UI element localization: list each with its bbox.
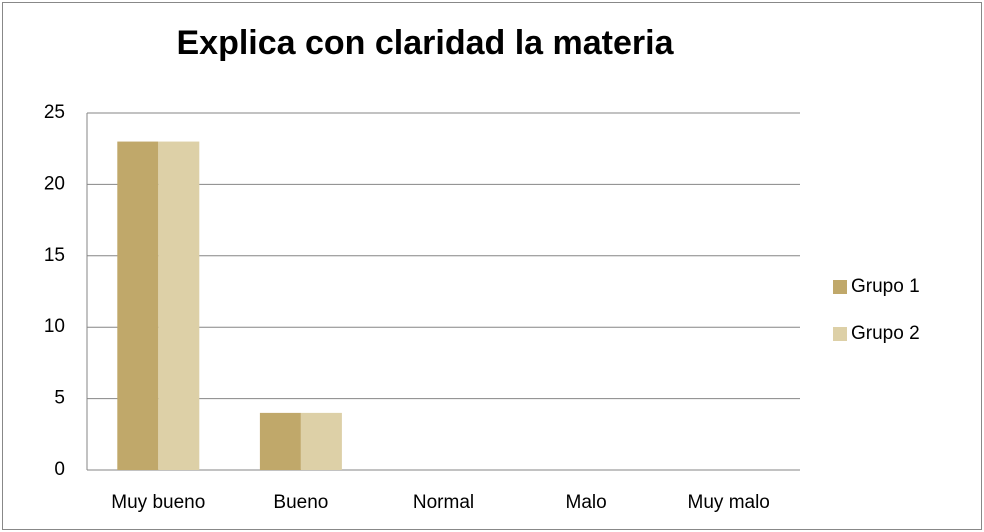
y-tick-label: 15	[44, 245, 65, 266]
bar	[259, 412, 301, 470]
x-tick-label: Malo	[566, 492, 607, 513]
x-tick-label: Normal	[413, 492, 474, 513]
x-tick-label: Muy malo	[688, 492, 770, 513]
legend-label: Grupo 1	[851, 276, 920, 297]
legend-label: Grupo 2	[851, 323, 920, 344]
y-tick-label: 25	[44, 102, 65, 123]
y-tick-label: 20	[44, 173, 65, 194]
chart-title: Explica con claridad la materia	[176, 24, 674, 62]
legend-swatch	[833, 280, 847, 294]
y-tick-label: 10	[44, 316, 65, 337]
bar	[300, 412, 342, 470]
x-tick-label: Muy bueno	[111, 492, 205, 513]
y-tick-label: 5	[54, 388, 65, 409]
legend-swatch	[833, 327, 847, 341]
x-tick-label: Bueno	[273, 492, 328, 513]
bar	[117, 141, 159, 470]
bar	[158, 141, 200, 470]
y-tick-label: 0	[54, 459, 65, 480]
